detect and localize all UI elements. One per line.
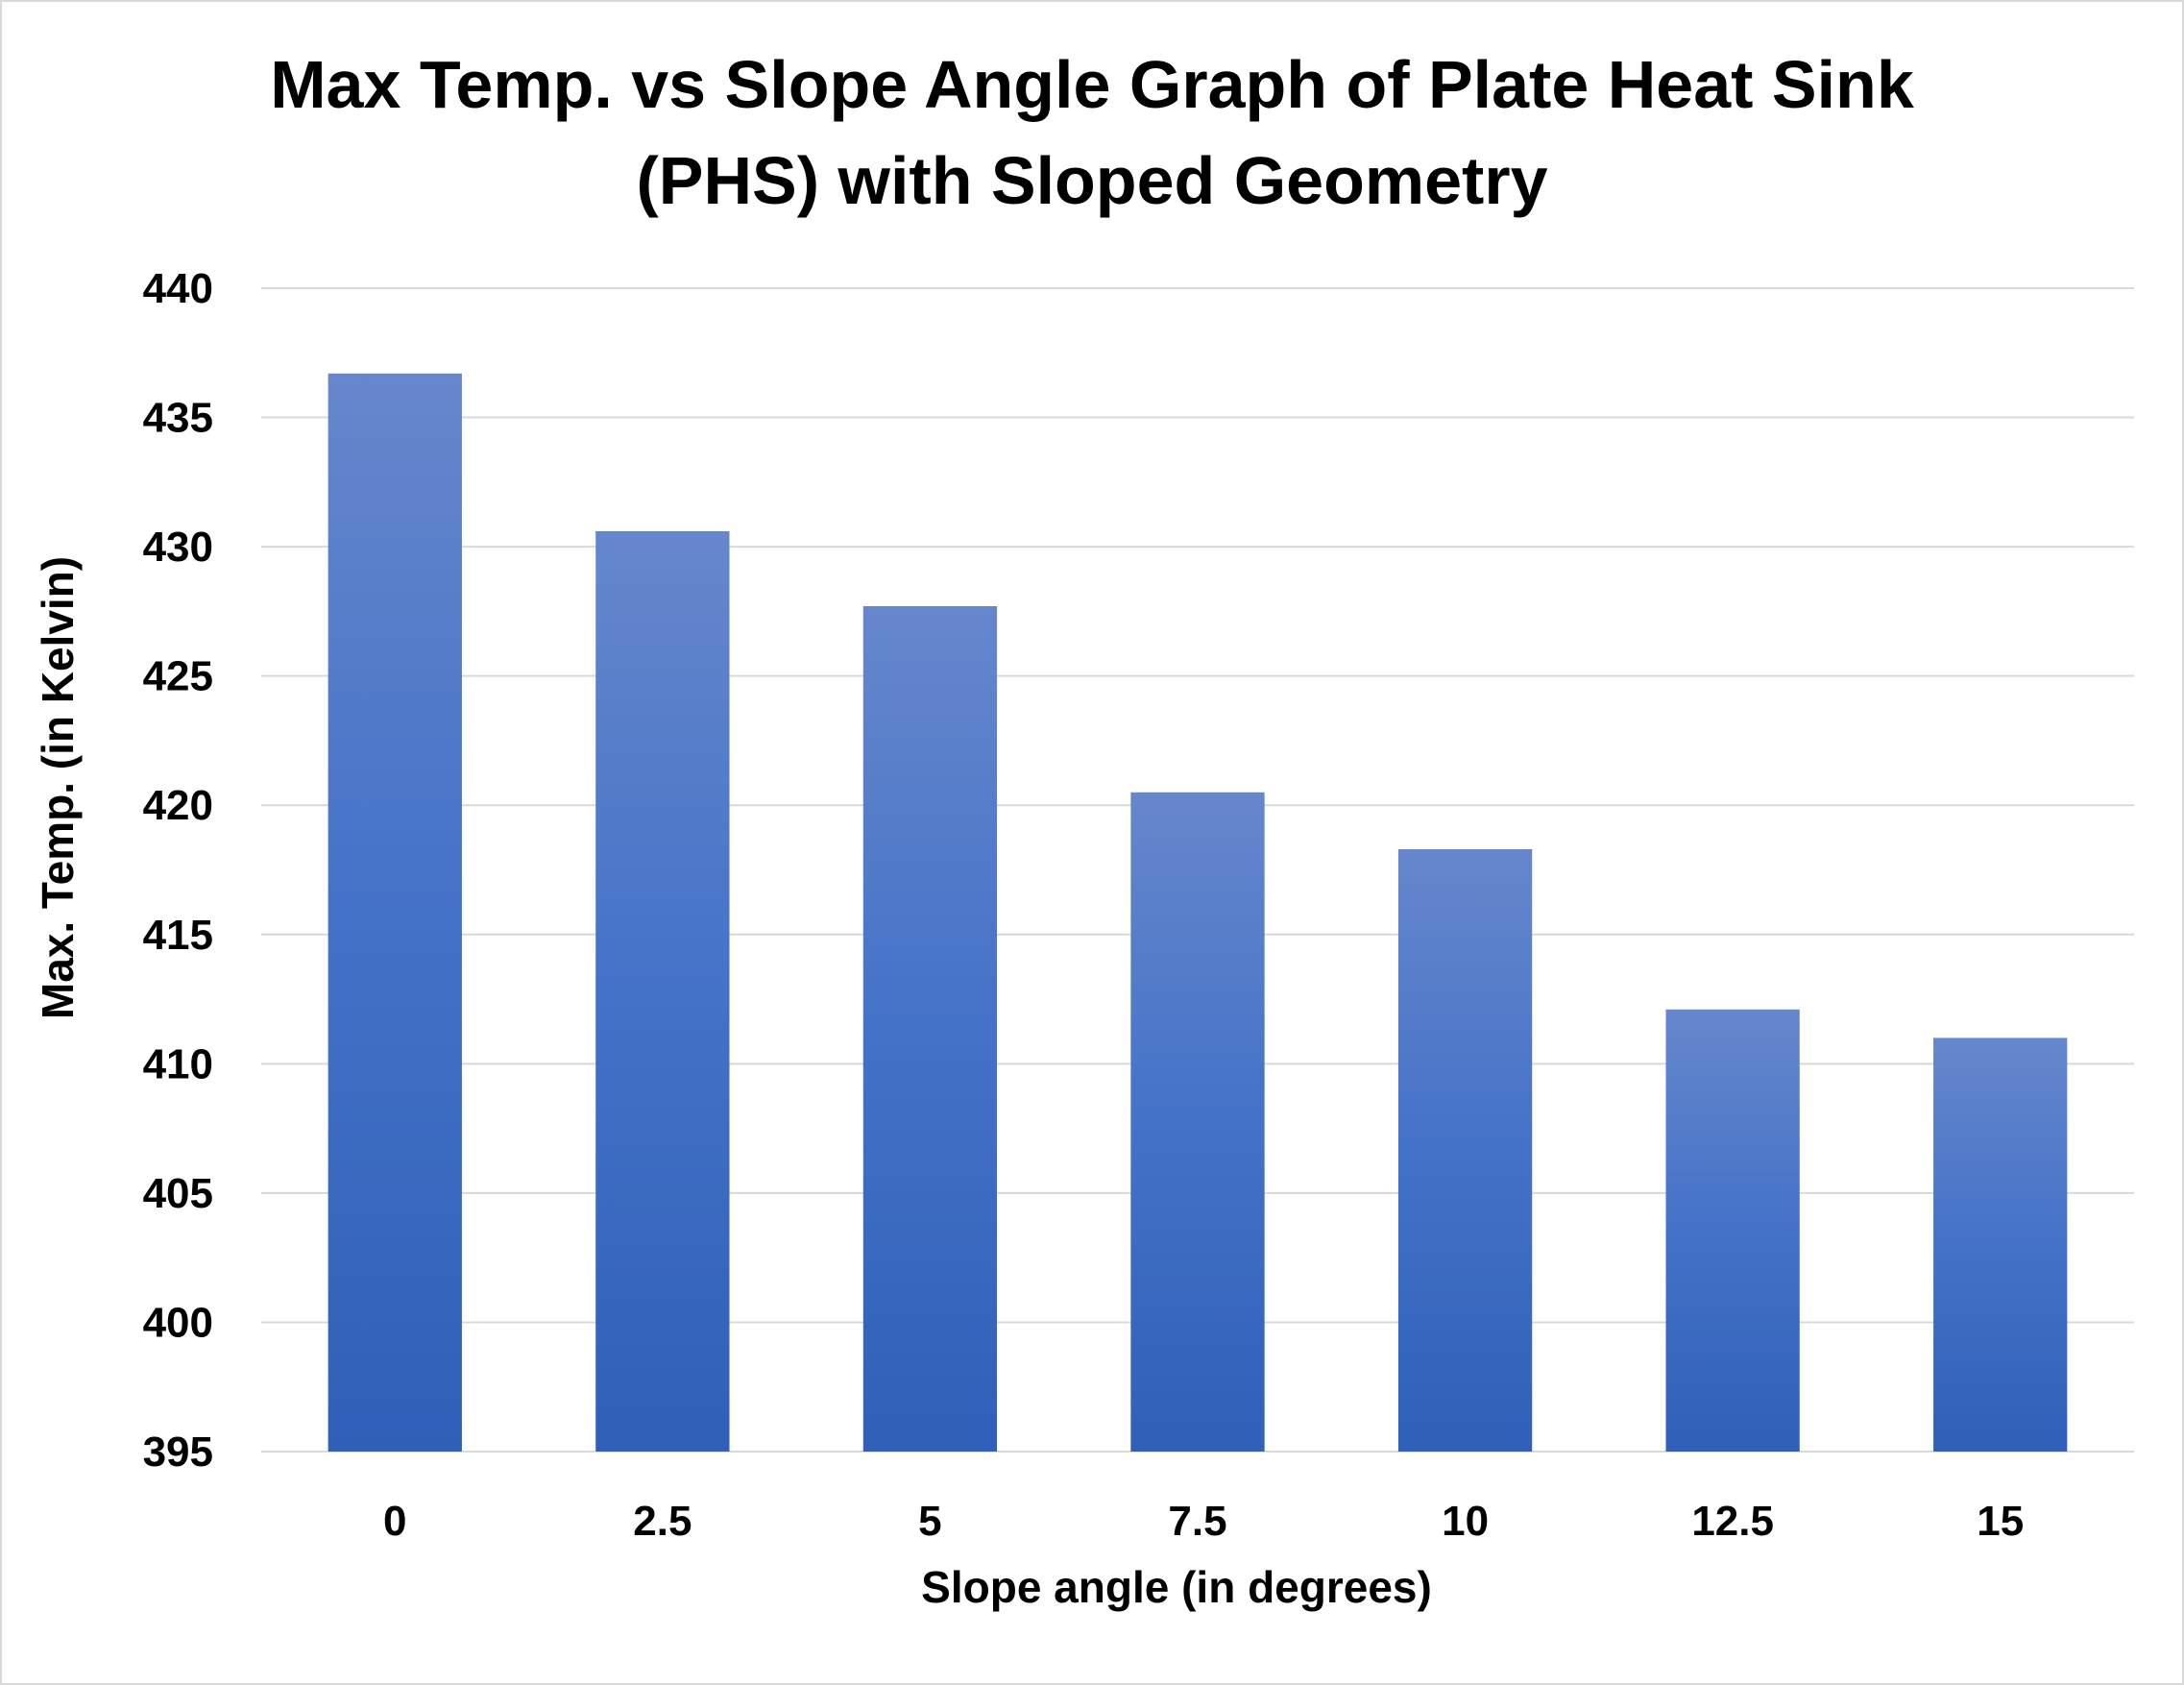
chart-title-line-1: Max Temp. vs Slope Angle Graph of Plate … [270,47,1914,122]
x-tick-label: 7.5 [1168,1498,1226,1545]
y-tick-label: 420 [143,782,213,829]
x-axis-title: Slope angle (in degrees) [921,1562,1432,1612]
x-tick-label: 5 [918,1498,941,1545]
y-tick-label: 400 [143,1299,213,1346]
bar-15 [1933,1038,2068,1452]
x-tick-label: 12.5 [1691,1498,1774,1545]
bar-10 [1397,848,1533,1452]
y-tick-label: 425 [143,653,213,700]
y-tick-label: 435 [143,395,213,442]
bar-5 [862,606,998,1452]
y-tick-label: 395 [143,1429,213,1476]
y-tick-label: 440 [143,265,213,312]
chart-title-line-2: (PHS) with Sloped Geometry [637,143,1548,218]
y-tick-label: 415 [143,912,213,959]
bar-7-5 [1130,792,1265,1452]
x-tick-label: 10 [1442,1498,1489,1545]
bar-2-5 [595,530,730,1452]
x-tick-label: 0 [383,1498,406,1545]
x-tick-label: 2.5 [633,1498,692,1545]
bar-0 [328,373,462,1453]
y-tick-label: 410 [143,1040,213,1087]
bar-12-5 [1665,1009,1800,1452]
x-tick-label: 15 [1977,1498,2024,1545]
y-axis-title: Max. Temp. (in Kelvin) [33,556,83,1019]
y-tick-label: 430 [143,524,213,571]
y-tick-label: 405 [143,1170,213,1217]
